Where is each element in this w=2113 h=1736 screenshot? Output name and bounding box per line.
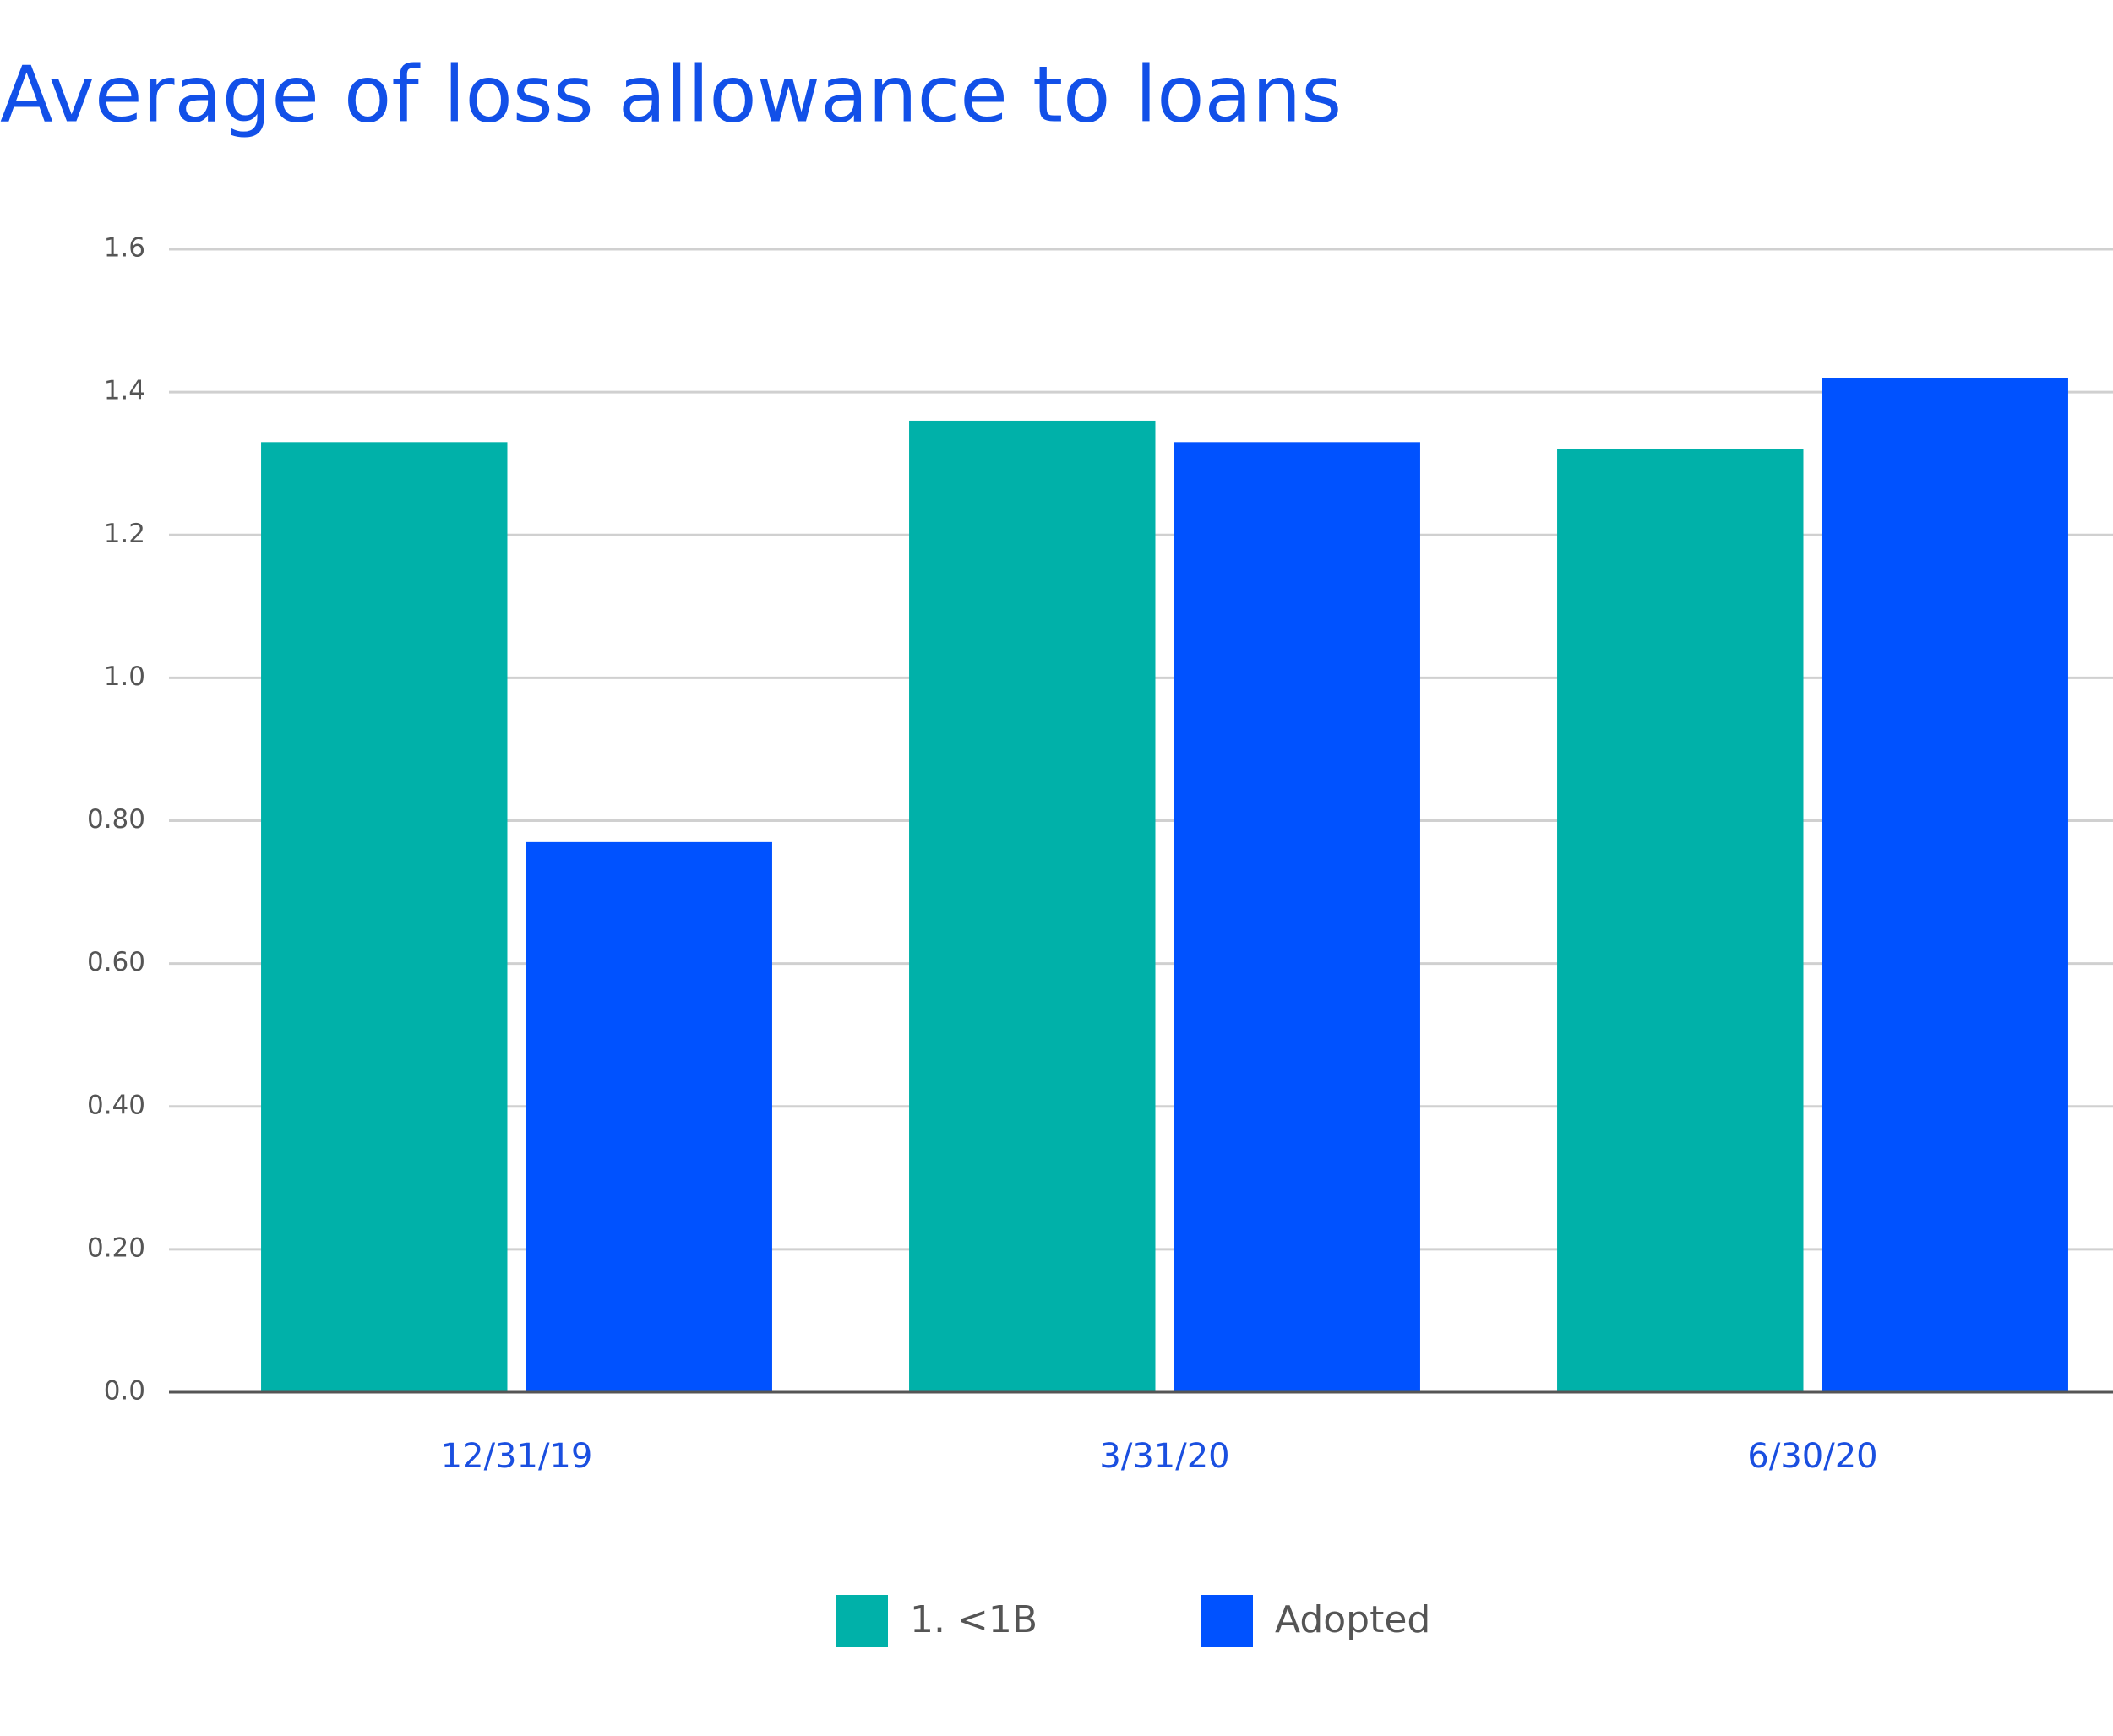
x-tick-label: 12/31/19 [441, 1437, 593, 1476]
x-tick-label: 6/30/20 [1747, 1437, 1877, 1476]
y-tick-label: 0.60 [87, 947, 145, 977]
bar [1174, 442, 1420, 1392]
legend-label: 1. <1B [910, 1598, 1037, 1641]
chart-title: Average of loss allowance to loans [0, 49, 1342, 139]
y-tick-label: 1.4 [104, 376, 145, 406]
bar [526, 841, 772, 1392]
y-tick-label: 0.20 [87, 1233, 145, 1263]
y-tick-label: 1.6 [104, 233, 145, 264]
bar [1557, 449, 1804, 1392]
y-tick-label: 1.0 [104, 661, 145, 692]
y-tick-label: 0.40 [87, 1090, 145, 1120]
y-tick-label: 0.80 [87, 804, 145, 835]
legend-swatch [836, 1595, 888, 1647]
legend-swatch [1201, 1595, 1253, 1647]
y-tick-label: 0.0 [104, 1376, 145, 1407]
bar [1822, 378, 2068, 1392]
bar [261, 442, 508, 1392]
bar [909, 420, 1156, 1393]
legend-label: Adopted [1275, 1598, 1430, 1641]
x-tick-label: 3/31/20 [1099, 1437, 1229, 1476]
y-tick-label: 1.2 [104, 519, 145, 549]
